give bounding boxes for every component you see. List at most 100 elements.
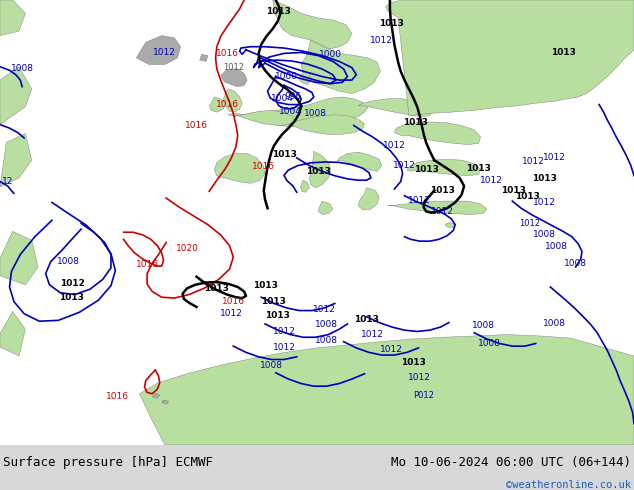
Polygon shape <box>209 97 225 112</box>
Text: 1012: 1012 <box>220 309 243 318</box>
Polygon shape <box>337 152 382 171</box>
Polygon shape <box>385 0 634 116</box>
Text: 1013: 1013 <box>354 315 379 324</box>
Polygon shape <box>214 153 265 183</box>
Text: ©weatheronline.co.uk: ©weatheronline.co.uk <box>506 480 631 490</box>
Text: 1013: 1013 <box>379 19 404 27</box>
Polygon shape <box>162 400 169 404</box>
Polygon shape <box>152 393 160 398</box>
Polygon shape <box>388 201 487 215</box>
Polygon shape <box>299 71 311 85</box>
Text: 1012: 1012 <box>543 153 566 163</box>
Text: 1012: 1012 <box>408 196 431 205</box>
Text: 1008: 1008 <box>543 319 566 328</box>
Text: 1008: 1008 <box>564 259 587 268</box>
Text: 1012: 1012 <box>431 207 454 216</box>
Text: 1013: 1013 <box>430 186 455 195</box>
Text: 1000: 1000 <box>275 72 298 81</box>
Text: 1012: 1012 <box>393 161 416 170</box>
Text: 1016: 1016 <box>216 100 238 109</box>
Text: 1016: 1016 <box>252 162 275 171</box>
Polygon shape <box>301 40 380 94</box>
Text: 1013: 1013 <box>401 358 426 367</box>
Text: 1008: 1008 <box>533 230 555 240</box>
Text: 1012: 1012 <box>313 305 336 314</box>
Text: 1012: 1012 <box>380 345 403 354</box>
Text: 1016: 1016 <box>185 121 208 130</box>
Text: 1013: 1013 <box>271 150 297 159</box>
Text: 1016: 1016 <box>222 297 245 306</box>
Text: 1004: 1004 <box>279 107 302 116</box>
Text: Surface pressure [hPa] ECMWF: Surface pressure [hPa] ECMWF <box>3 456 213 468</box>
Text: P012: P012 <box>413 391 434 399</box>
Text: 1008: 1008 <box>304 109 327 118</box>
Polygon shape <box>394 122 481 145</box>
Text: 1008: 1008 <box>545 243 568 251</box>
Polygon shape <box>288 115 365 134</box>
Text: 1012: 1012 <box>480 176 503 185</box>
Text: 1013: 1013 <box>266 7 292 16</box>
Text: 1020: 1020 <box>176 244 198 253</box>
Polygon shape <box>407 159 481 176</box>
Text: Mo 10-06-2024 06:00 UTC (06+144): Mo 10-06-2024 06:00 UTC (06+144) <box>391 456 631 468</box>
Text: 1013: 1013 <box>58 293 84 302</box>
Polygon shape <box>228 97 368 127</box>
Text: 1013: 1013 <box>550 48 576 57</box>
Text: 1013: 1013 <box>466 164 491 172</box>
Text: 1004: 1004 <box>271 94 294 103</box>
Text: 1013: 1013 <box>515 192 540 201</box>
Polygon shape <box>358 99 432 117</box>
Polygon shape <box>233 110 295 125</box>
Text: 1013: 1013 <box>306 167 331 176</box>
Text: 1012: 1012 <box>60 279 86 288</box>
Text: 1008: 1008 <box>478 339 501 348</box>
Text: 1012: 1012 <box>370 36 393 46</box>
Polygon shape <box>445 222 455 228</box>
Polygon shape <box>221 69 247 87</box>
Text: 1012: 1012 <box>153 48 176 57</box>
Text: 1008: 1008 <box>315 336 338 345</box>
Text: 1016: 1016 <box>216 49 238 58</box>
Polygon shape <box>200 54 208 61</box>
Text: 1012: 1012 <box>361 330 384 339</box>
Text: 1016: 1016 <box>106 392 129 401</box>
Text: 996: 996 <box>284 93 302 101</box>
Text: 1008: 1008 <box>260 361 283 370</box>
Polygon shape <box>301 180 309 192</box>
Polygon shape <box>0 133 32 187</box>
Text: 1013: 1013 <box>403 118 428 127</box>
Text: 1012: 1012 <box>273 343 295 352</box>
Text: 12: 12 <box>2 177 13 186</box>
Text: 1008: 1008 <box>57 257 80 266</box>
Polygon shape <box>358 188 379 210</box>
Text: 1008: 1008 <box>11 65 34 74</box>
Text: 1012: 1012 <box>519 219 540 228</box>
Text: 1012: 1012 <box>408 373 431 382</box>
Text: 1012: 1012 <box>223 63 244 72</box>
Text: 1013: 1013 <box>252 281 278 290</box>
Polygon shape <box>0 312 25 356</box>
Polygon shape <box>0 0 25 36</box>
Polygon shape <box>136 36 181 65</box>
Polygon shape <box>273 0 352 49</box>
Text: 1012: 1012 <box>522 157 545 166</box>
Text: 1008: 1008 <box>472 321 495 330</box>
Text: 1013: 1013 <box>501 186 526 195</box>
Text: 1012: 1012 <box>533 198 555 207</box>
Polygon shape <box>318 201 333 215</box>
Text: 1013: 1013 <box>204 284 230 293</box>
Text: 1008: 1008 <box>315 320 338 329</box>
Text: 1013: 1013 <box>531 174 557 183</box>
Polygon shape <box>0 67 32 124</box>
Polygon shape <box>223 89 242 112</box>
Text: 1016: 1016 <box>136 260 158 269</box>
Polygon shape <box>139 335 634 445</box>
Text: 1000: 1000 <box>320 50 342 59</box>
Polygon shape <box>309 151 331 188</box>
Text: 1013: 1013 <box>413 166 439 174</box>
Text: 1013: 1013 <box>265 311 290 320</box>
Text: 1012: 1012 <box>273 327 295 336</box>
Text: 1012: 1012 <box>383 142 406 150</box>
Text: 1013: 1013 <box>261 297 287 306</box>
Polygon shape <box>0 231 38 285</box>
